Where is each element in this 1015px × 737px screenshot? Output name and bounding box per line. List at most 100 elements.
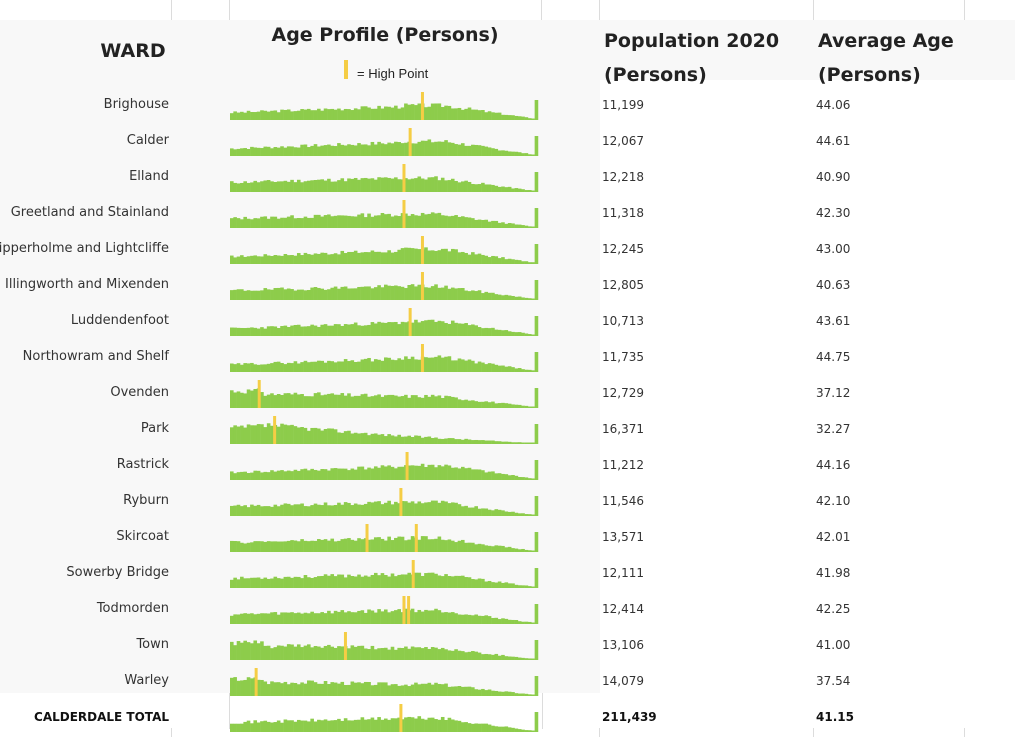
age-bar [437, 536, 442, 552]
age-bar [333, 362, 338, 372]
age-bar [437, 502, 442, 516]
table-row: Warley 14,079 37.54 [0, 663, 1015, 699]
age-bar [404, 646, 408, 660]
age-bar [363, 252, 368, 264]
age-bar [454, 249, 458, 264]
age-bar [296, 394, 301, 408]
age-bar [477, 145, 482, 156]
age-bar [407, 358, 412, 372]
age-bar [481, 470, 485, 480]
average-age-value: 42.01 [816, 530, 851, 544]
age-bar [320, 179, 324, 192]
age-bar [266, 645, 271, 660]
age-bar [527, 334, 532, 336]
age-bar [444, 140, 448, 156]
age-bar [253, 640, 258, 660]
age-bar [527, 658, 532, 660]
age-bar [327, 428, 331, 444]
age-bar [450, 248, 455, 264]
age-bar [330, 216, 335, 228]
age-bar [317, 392, 321, 408]
age-bar [454, 360, 458, 372]
age-bar [340, 610, 345, 624]
age-bar [330, 505, 335, 516]
age-bar [534, 352, 539, 372]
age-bar [296, 576, 301, 588]
age-bar [307, 541, 311, 552]
age-bar [427, 539, 432, 552]
age-bar [266, 721, 271, 732]
age-bar [511, 619, 515, 624]
age-bar [243, 290, 247, 300]
age-bar [243, 721, 247, 732]
age-profile-sparkline [230, 236, 539, 264]
age-bar [417, 647, 422, 660]
age-bar [457, 614, 462, 624]
age-bar [521, 405, 525, 408]
age-bar [464, 360, 468, 372]
age-bar [384, 214, 388, 228]
age-bar [487, 689, 492, 696]
age-bar [327, 470, 331, 480]
age-bar [487, 147, 492, 156]
age-bar [494, 329, 499, 336]
age-bar [404, 103, 408, 120]
age-bar [384, 575, 388, 588]
average-age-value: 41.98 [816, 566, 851, 580]
age-bar [260, 181, 264, 192]
age-bar [524, 190, 529, 192]
age-bar [327, 505, 331, 516]
age-bar [270, 722, 274, 732]
grid-line [813, 728, 814, 737]
age-bar [280, 326, 284, 336]
age-bar [447, 251, 452, 264]
age-bar [327, 214, 331, 228]
age-bar [484, 146, 489, 156]
age-bar [256, 364, 261, 372]
age-bar [233, 645, 237, 660]
age-profile-sparkline [230, 704, 539, 732]
age-bar [454, 502, 458, 516]
age-bar [484, 690, 489, 696]
age-bar [337, 646, 341, 660]
age-bar [464, 108, 468, 120]
age-bar [350, 505, 355, 516]
age-bar [471, 440, 475, 444]
age-bar [440, 398, 445, 408]
age-bar [256, 328, 261, 336]
age-bar [427, 610, 432, 624]
age-bar [303, 720, 308, 732]
age-bar [484, 327, 489, 336]
age-bar [263, 216, 268, 228]
age-bar [487, 257, 492, 264]
age-bar [256, 218, 261, 228]
age-bar [240, 425, 244, 444]
age-bar [384, 718, 388, 732]
average-age-value: 43.00 [816, 242, 851, 256]
high-point-marker [402, 200, 406, 228]
age-bar [333, 610, 338, 624]
age-bar [434, 538, 438, 552]
age-bar [464, 438, 468, 444]
age-bar [377, 467, 381, 480]
age-bar [230, 181, 234, 192]
age-bar [310, 324, 314, 336]
age-bar [263, 110, 268, 120]
age-bar [246, 110, 251, 120]
age-bar [504, 511, 509, 516]
age-bar [461, 506, 465, 516]
age-bar [524, 261, 529, 264]
ward-header: WARD [100, 40, 166, 62]
age-bar [303, 216, 308, 228]
age-bar [487, 292, 492, 300]
age-bar [394, 684, 398, 696]
age-bar [471, 542, 475, 552]
age-bar [240, 642, 244, 660]
age-bar [350, 681, 355, 696]
age-bar [404, 247, 408, 264]
age-bar [531, 694, 535, 696]
age-bar [260, 148, 264, 156]
age-bar [246, 182, 251, 192]
age-bar [253, 255, 258, 264]
age-bar [504, 366, 509, 372]
